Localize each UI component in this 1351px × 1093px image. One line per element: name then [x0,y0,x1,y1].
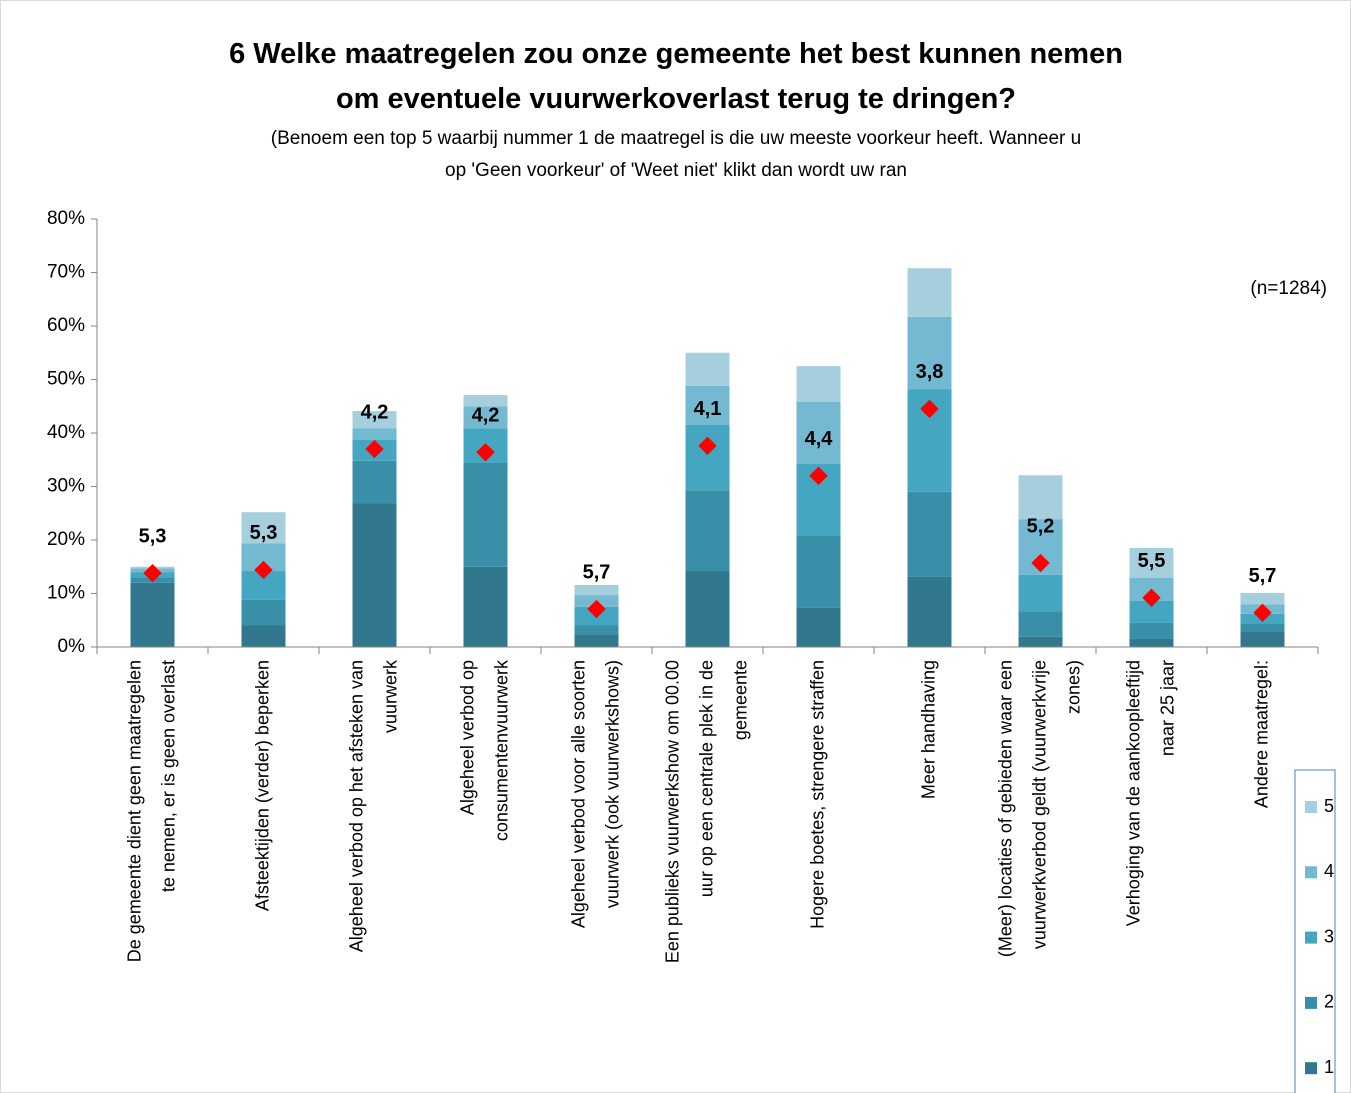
bar-segment [1018,475,1063,520]
bar-segment [685,385,730,425]
marker [476,443,495,462]
data-label: 5,3 [250,522,278,544]
bar-segment [907,491,952,577]
legend-label: 5 [1324,796,1334,816]
annotation: (n=1284) [1250,278,1327,299]
bar-segment [352,428,397,440]
data-label: 5,7 [1249,565,1277,587]
data-label: 5,2 [1027,515,1055,537]
data-label: 5,3 [139,525,167,547]
bar-segment [1018,574,1063,612]
data-label: 5,5 [1138,550,1166,572]
legend-swatch [1305,996,1317,1009]
marker [587,599,606,619]
bar-segment [241,512,286,544]
bar-segment [1240,592,1285,605]
x-tick-label: Afsteektijden (verder) beperken [252,660,272,911]
x-tick-label: Een publieks vuurwerkshow om 00.00 uur op… [662,660,750,963]
marker [809,466,828,485]
x-tick-label: Meer handhaving [918,660,938,799]
data-label: 3,8 [916,361,944,383]
marker [698,436,717,456]
y-tick-label: 60% [47,315,85,336]
bar-segment [907,576,952,647]
chart-subtitle: (Benoem een top 5 waarbij nummer 1 de ma… [271,128,1081,181]
bar-segment [685,490,730,572]
x-tick-label: Hogere boetes, strengere straffen [807,660,827,929]
y-tick-label: 30% [47,476,85,497]
x-tick-label: De gemeente dient geen maatregelen te nem… [124,660,178,962]
y-tick-label: 70% [47,262,85,283]
marker [254,560,273,580]
bar-segment [130,582,175,647]
bar-segment [463,406,508,429]
bar-segment [1129,600,1174,623]
marker [1142,588,1161,607]
y-tick-label: 0% [58,636,86,657]
bar-segment [685,352,730,386]
bar-segment [1240,623,1285,633]
bar-segment [463,395,508,407]
y-tick-label: 10% [47,583,85,604]
x-tick-label: Andere maatregel: [1251,660,1271,808]
bar-segment [574,634,619,647]
bar-segment [574,625,619,635]
legend-swatch [1305,801,1317,813]
bar-segment [796,366,841,402]
legend-swatch [1305,866,1317,879]
data-label: 5,7 [583,561,611,583]
data-label: 4,4 [805,428,834,450]
bar-segment [352,503,397,647]
y-tick-label: 80% [47,208,85,229]
bar-segment [352,460,397,504]
bar-segment [463,566,508,647]
bar-segment [796,535,841,608]
x-tick-label: Verhoging van de aankoopleeftijd naar 25 … [1123,660,1177,926]
legend-swatch [1305,931,1317,944]
y-tick-label: 50% [47,369,85,390]
legend-box [1294,769,1336,1093]
legend-label: 2 [1324,992,1334,1012]
marker [143,563,162,583]
bar-segment [1018,611,1063,637]
bar-segment [907,268,952,317]
bar-segment [1240,632,1285,647]
bar-segment [1129,622,1174,639]
marker [1253,603,1272,622]
bar-segment [796,401,841,465]
bar-segment [241,599,286,626]
legend-label: 1 [1324,1057,1334,1077]
bar-segment [1018,636,1063,647]
bar-segment [241,625,286,647]
legend-swatch [1305,1062,1317,1075]
marker [920,399,939,419]
bar-segment [352,411,397,429]
x-tick-label: Algeheel verbod voor alle soorten vuurwer… [568,660,622,928]
bar-segment [1129,548,1174,578]
bar-segment [685,424,730,491]
bar-segment [574,584,619,596]
marker [365,439,384,459]
y-tick-label: 40% [47,422,85,443]
legend-label: 3 [1324,926,1334,946]
legend-label: 4 [1324,861,1334,881]
y-tick-label: 20% [47,529,85,550]
chart-title: 6 Welke maatregelen zou onze gemeente he… [229,38,1123,115]
bar-segment [463,462,508,567]
marker [1031,553,1050,573]
data-label: 4,1 [694,398,722,420]
x-tick-label: Algeheel verbod op het afsteken van vuurw… [346,659,400,952]
data-label: 4,2 [361,401,389,423]
bar-segment [796,607,841,647]
bar-segment [907,316,952,390]
bar-segment [685,571,730,647]
bar-segment [1129,638,1174,647]
x-tick-label: (Meer) locaties of gebieden waar een vuur… [995,660,1083,957]
x-tick-label: Algeheel verbod op consumentenvuurwerk [457,659,511,841]
data-label: 4,2 [472,405,500,427]
